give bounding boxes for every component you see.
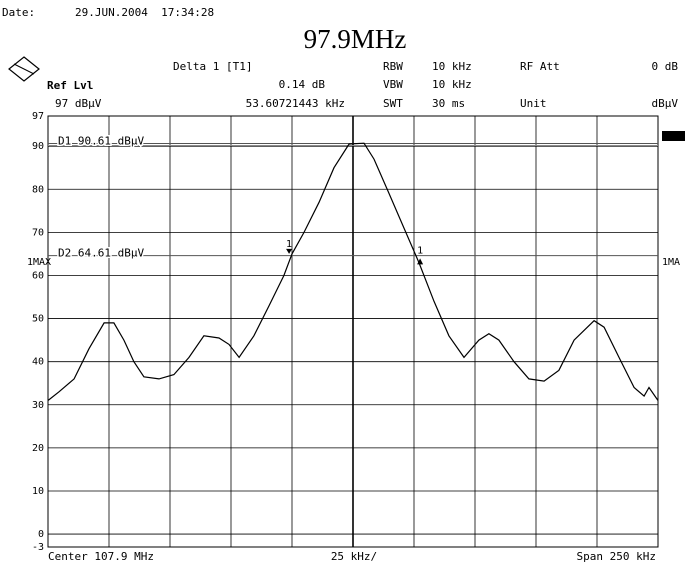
setting-value: 0 dB — [652, 60, 679, 73]
y-tick-label: 20 — [32, 443, 44, 454]
setting-name: RBW — [383, 60, 403, 73]
chart-title: 97.9MHz — [304, 24, 407, 54]
setting-value: 10 kHz — [432, 78, 472, 91]
marker — [417, 258, 424, 265]
marker-label: 1 — [286, 239, 292, 250]
display-line-label: D2 64.61 dBµV — [58, 247, 144, 260]
y-tick-label: 97 — [32, 111, 44, 122]
setting-value: 30 ms — [432, 97, 465, 110]
y-tick-label: 70 — [32, 227, 44, 238]
setting-name: VBW — [383, 78, 403, 91]
setting-name: SWT — [383, 97, 403, 110]
trace-label: 1MAX — [27, 257, 51, 268]
y-tick-label: 30 — [32, 400, 44, 411]
y-tick-label: 0 — [38, 529, 44, 540]
y-tick-label: 40 — [32, 357, 44, 368]
date: 29.JUN.2004 17:34:28 — [75, 6, 214, 19]
setting-value: dBµV — [652, 97, 679, 110]
marker-info: 53.60721443 kHz — [246, 97, 345, 110]
logo — [8, 56, 40, 82]
marker-label: 1 — [417, 245, 423, 256]
setting-value: 10 kHz — [432, 60, 472, 73]
x-label: 25 kHz/ — [331, 550, 377, 562]
x-label: Span 250 kHz — [577, 550, 656, 562]
marker — [286, 248, 293, 254]
x-label: Center 107.9 MHz — [48, 550, 154, 562]
setting-name: Unit — [520, 97, 547, 110]
marker-info: 0.14 dB — [279, 78, 326, 91]
y-tick-label: -3 — [32, 542, 44, 553]
y-tick-label: 90 — [32, 141, 44, 152]
y-tick-label: 50 — [32, 314, 44, 325]
y-tick-label: 10 — [32, 486, 44, 497]
setting-name: RF Att — [520, 60, 560, 73]
ref-level-value: 97 dBµV — [55, 97, 102, 110]
date-label: Date: — [2, 6, 35, 19]
y-tick-label: 60 — [32, 270, 44, 281]
status-block — [662, 131, 685, 141]
display-line-label: D1 90.61 dBµV — [58, 135, 144, 148]
marker-info: Delta 1 [T1] — [173, 60, 252, 73]
trace-label: 1MA — [662, 257, 680, 268]
ref-level-label: Ref Lvl — [47, 79, 93, 92]
trace — [47, 142, 659, 401]
y-tick-label: 80 — [32, 184, 44, 195]
